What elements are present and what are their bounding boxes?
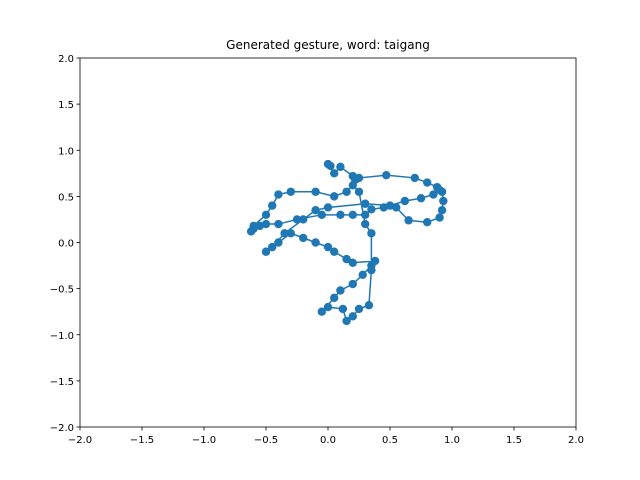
gesture-point (435, 185, 444, 195)
gesture-point (261, 247, 271, 256)
gesture-point (268, 201, 277, 210)
gesture-point (382, 170, 391, 180)
gesture-point (317, 210, 326, 220)
gesture-point (423, 218, 432, 227)
gesture-point (361, 210, 370, 220)
x-tick-label: 1.5 (506, 435, 522, 446)
gesture-point (336, 286, 345, 295)
y-tick-label: 0.0 (58, 239, 74, 250)
gesture-point (439, 196, 448, 206)
gesture-point (410, 173, 419, 183)
y-tick-label: −0.5 (50, 285, 74, 296)
x-tick-label: 0.5 (382, 435, 398, 446)
x-tick-label: −0.5 (254, 435, 278, 446)
y-tick-label: −2.0 (50, 423, 74, 434)
gesture-point (435, 213, 444, 222)
gesture-point (367, 229, 376, 238)
gesture-point (286, 187, 295, 196)
gesture-point (358, 270, 367, 279)
x-tick-label: −2.0 (68, 435, 92, 446)
gesture-point (429, 190, 438, 199)
gesture-point (361, 219, 370, 229)
y-tick-label: −1.0 (50, 331, 74, 342)
gesture-line (250, 163, 445, 323)
gesture-point (367, 205, 376, 214)
gesture-point (323, 203, 333, 212)
y-tick-label: 1.5 (58, 100, 74, 111)
x-tick-label: −1.0 (192, 435, 216, 446)
y-tick-label: 0.5 (58, 192, 74, 203)
gesture-point (348, 181, 357, 190)
gesture-point (342, 187, 351, 196)
y-tick-label: −1.5 (50, 377, 74, 388)
gesture-point (385, 201, 395, 210)
gesture-point (330, 247, 339, 256)
gesture-point (249, 221, 258, 231)
gesture-point (286, 229, 295, 238)
y-tick-label: 2.0 (58, 54, 74, 65)
x-tick-label: 0.0 (320, 435, 336, 446)
gesture-point (370, 256, 380, 266)
x-tick-label: 2.0 (568, 435, 584, 446)
gesture-point (336, 162, 345, 172)
gesture-point (336, 210, 345, 220)
x-tick-label: 1.0 (444, 435, 460, 446)
x-tick-label: −1.5 (130, 435, 154, 446)
gesture-point (311, 206, 320, 215)
gesture-point (348, 258, 357, 267)
gesture-point (274, 219, 283, 229)
gesture-point (364, 301, 374, 310)
gesture-point (311, 238, 320, 247)
gesture-point (348, 210, 357, 220)
gesture-point (330, 293, 339, 303)
gesture-point (361, 199, 370, 208)
gesture-point (354, 304, 364, 314)
gesture-point (311, 187, 320, 196)
gesture-point (323, 302, 333, 312)
gesture-point (348, 312, 357, 321)
y-tick-label: 1.0 (58, 146, 74, 157)
gesture-point (299, 215, 308, 224)
gesture-point (338, 304, 348, 314)
gesture-point (416, 194, 426, 203)
gesture-point (348, 279, 357, 289)
gesture-point (354, 173, 364, 183)
chart-title: Generated gesture, word: taigang (226, 38, 430, 52)
gesture-point (330, 169, 339, 178)
gesture-point (404, 216, 413, 225)
gesture-point (317, 307, 326, 316)
gesture-point (268, 242, 277, 252)
gesture-point (274, 238, 283, 247)
gesture-point (342, 254, 351, 264)
gesture-point (280, 229, 289, 238)
gesture-point (400, 196, 410, 206)
plot-frame (79, 57, 577, 428)
gesture-point (437, 206, 447, 215)
gesture-point (423, 178, 432, 187)
gesture-point (326, 161, 335, 171)
gesture-point (299, 233, 308, 243)
gesture-point (274, 190, 283, 199)
gesture-point (292, 215, 302, 224)
gesture-point (342, 316, 351, 326)
gesture-point (261, 210, 271, 220)
gesture-point (323, 242, 333, 252)
gesture-point (354, 187, 364, 196)
gesture-point (330, 192, 339, 201)
